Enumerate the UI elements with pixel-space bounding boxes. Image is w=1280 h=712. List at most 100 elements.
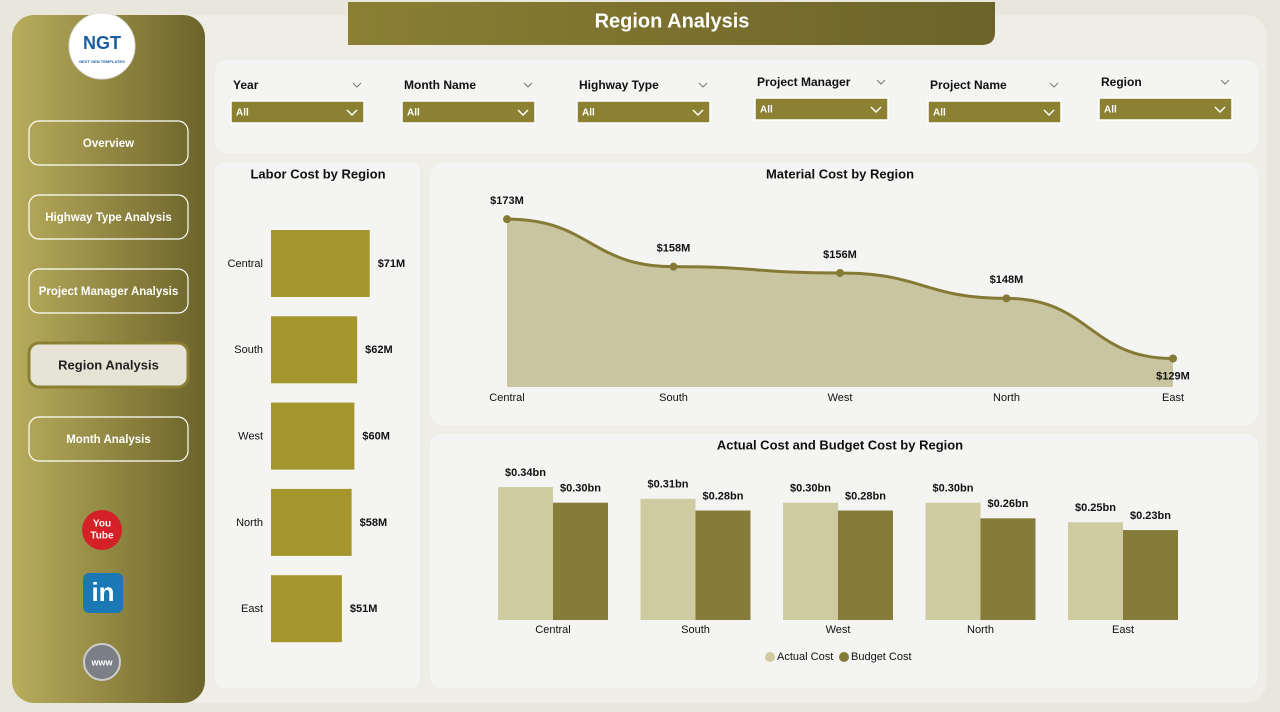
point [1002, 294, 1011, 303]
category-label: West [828, 392, 853, 404]
bar [553, 502, 608, 620]
legend-swatch [839, 652, 849, 662]
value-label: $0.30bn [790, 483, 831, 495]
value-label: $0.34bn [505, 467, 546, 479]
chevron [346, 109, 358, 117]
chart-title: Actual Cost and Budget Cost by Region [717, 437, 963, 452]
web-icon[interactable] [83, 643, 121, 681]
chevron [876, 79, 886, 85]
nav-label: Region Analysis [58, 357, 159, 372]
legend-swatch [765, 652, 775, 662]
value-label: $0.25bn [1075, 502, 1116, 514]
category-label: East [1112, 624, 1134, 636]
dropdown[interactable] [576, 100, 711, 124]
bar [925, 502, 981, 620]
value-label: $0.30bn [560, 483, 601, 495]
chevron [692, 109, 704, 117]
category-label: South [659, 392, 688, 404]
youtube-icon[interactable] [82, 510, 122, 550]
category-label: West [826, 624, 851, 636]
page-title: Region Analysis [595, 10, 750, 32]
bar [271, 488, 352, 556]
youtube-text: Tube [90, 531, 114, 542]
value-label: $62M [365, 344, 393, 356]
filter-label: Year [233, 78, 259, 92]
value-label: $0.31bn [648, 479, 689, 491]
web-text: www [90, 657, 113, 667]
chevron [523, 82, 533, 88]
chevron [1220, 79, 1230, 85]
category-label: South [234, 344, 263, 356]
category-label: East [241, 603, 263, 615]
value-label: $58M [360, 517, 388, 529]
dropdown-value: All [582, 108, 595, 119]
nav-button[interactable] [28, 120, 189, 166]
dropdown-value: All [933, 108, 946, 119]
nav-label: Project Manager Analysis [39, 286, 179, 298]
filter-label: Region [1101, 75, 1142, 89]
filter-label: Month Name [404, 78, 476, 92]
bar [271, 402, 355, 470]
filter-panel [215, 60, 1258, 153]
nav-button[interactable] [28, 194, 189, 240]
dropdown[interactable] [927, 100, 1062, 124]
nav-label: Highway Type Analysis [45, 212, 172, 224]
filter-label: Project Name [930, 78, 1007, 92]
youtube-text: You [93, 519, 111, 530]
category-label: North [967, 624, 994, 636]
category-label: Central [228, 258, 263, 270]
chevron [352, 82, 362, 88]
category-label: Central [489, 392, 524, 404]
value-label: $60M [362, 431, 390, 443]
value-label: $0.30bn [933, 483, 974, 495]
value-label: $71M [378, 258, 406, 270]
value-label: $51M [350, 603, 378, 615]
bar [498, 487, 553, 620]
nav-button[interactable] [27, 341, 190, 389]
point [503, 215, 511, 224]
area [507, 219, 1173, 387]
linkedin-icon[interactable] [83, 573, 123, 613]
dropdown[interactable] [1098, 97, 1233, 121]
nav-button[interactable] [28, 268, 189, 314]
dropdown[interactable] [230, 100, 365, 124]
chevron [698, 82, 708, 88]
value-label: $0.23bn [1130, 510, 1171, 522]
chart-title: Labor Cost by Region [250, 166, 385, 181]
legend-label: Budget Cost [851, 651, 912, 663]
value-label: $129M [1156, 370, 1190, 382]
value-label: $0.28bn [703, 490, 744, 502]
bar [980, 518, 1036, 620]
category-label: East [1162, 392, 1184, 404]
dropdown[interactable] [754, 97, 889, 121]
point [836, 269, 844, 277]
chevron [517, 109, 529, 117]
dropdown-value: All [236, 108, 249, 119]
value-label: $158M [657, 243, 691, 255]
value-label: $148M [990, 274, 1024, 286]
point [1169, 354, 1177, 363]
value-label: $156M [823, 249, 857, 261]
nav-label: Month Analysis [66, 434, 151, 446]
nav-label: Overview [83, 138, 134, 150]
category-label: North [993, 392, 1020, 404]
value-label: $0.26bn [988, 498, 1029, 510]
nav-button[interactable] [28, 416, 189, 462]
chevron [1049, 82, 1059, 88]
value-label: $173M [490, 195, 524, 207]
chevron [1214, 106, 1226, 114]
logo-text: NGT [83, 33, 121, 53]
dropdown-value: All [1104, 105, 1117, 116]
category-label: West [238, 431, 263, 443]
bar [271, 316, 358, 384]
bar [1068, 522, 1123, 620]
dropdown-value: All [407, 108, 420, 119]
bar [695, 510, 751, 620]
chart-title: Material Cost by Region [766, 166, 914, 181]
chevron [870, 106, 882, 114]
dropdown[interactable] [401, 100, 536, 124]
value-label: $0.28bn [845, 490, 886, 502]
title-bar [348, 2, 995, 45]
bar [271, 575, 342, 643]
dropdown-value: All [760, 105, 773, 116]
